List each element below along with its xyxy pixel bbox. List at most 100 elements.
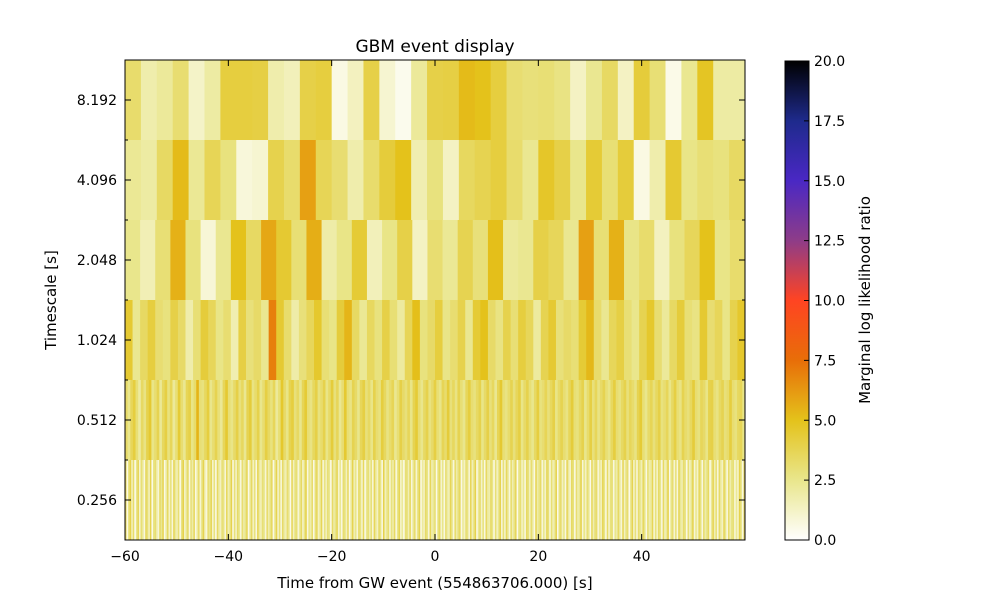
heatmap-cell xyxy=(673,460,676,541)
heatmap-cell xyxy=(518,220,534,301)
heatmap-cell xyxy=(650,460,653,541)
heatmap-cell xyxy=(140,460,143,541)
heatmap-cell xyxy=(655,380,659,461)
heatmap-cell xyxy=(594,380,598,461)
heatmap-cell xyxy=(268,140,285,221)
heatmap-cell xyxy=(208,300,217,381)
heatmap-cell xyxy=(538,60,555,141)
heatmap-cell xyxy=(362,460,365,541)
heatmap-cell xyxy=(414,460,416,541)
heatmap-cell xyxy=(420,380,424,461)
heatmap-cell xyxy=(253,460,256,541)
heatmap-cell xyxy=(518,380,522,461)
heatmap-cell xyxy=(684,380,688,461)
heatmap-cell xyxy=(271,460,274,541)
heatmap-cell xyxy=(306,300,315,381)
heatmap-cell xyxy=(717,460,719,541)
heatmap-cell xyxy=(375,380,379,461)
heatmap-cell xyxy=(244,460,247,541)
heatmap-cell xyxy=(642,460,645,541)
heatmap-cell xyxy=(152,460,155,541)
heatmap-cell xyxy=(522,140,539,221)
heatmap-cell xyxy=(533,300,542,381)
heatmap-cell xyxy=(490,140,507,221)
heatmap-cell xyxy=(151,460,154,541)
heatmap-cell xyxy=(528,380,532,461)
heatmap-cell xyxy=(308,460,311,541)
heatmap-cell xyxy=(299,140,317,221)
heatmap-cell xyxy=(689,460,692,541)
heatmap-cell xyxy=(571,300,580,381)
heatmap-cell xyxy=(618,380,622,461)
heatmap-cell xyxy=(170,220,186,301)
heatmap-cell xyxy=(365,380,369,461)
heatmap-cell xyxy=(706,460,709,541)
heatmap-cell xyxy=(418,460,421,541)
heatmap-cell xyxy=(665,460,668,541)
heatmap-cell xyxy=(224,460,227,541)
heatmap-cell xyxy=(159,460,162,541)
colorbar-tick-label: 5.0 xyxy=(814,413,836,429)
heatmap-cell xyxy=(415,460,418,541)
heatmap-cell xyxy=(260,460,263,541)
heatmap-cell xyxy=(578,380,582,461)
heatmap-cell xyxy=(148,380,152,461)
heatmap-cell xyxy=(143,380,147,461)
heatmap-cell xyxy=(363,60,380,141)
heatmap-cell xyxy=(297,460,300,541)
heatmap-cell xyxy=(529,460,531,541)
heatmap-cell xyxy=(589,460,592,541)
heatmap-cell xyxy=(508,460,511,541)
heatmap-cell xyxy=(382,220,398,301)
heatmap-cell xyxy=(438,460,441,541)
heatmap-cell xyxy=(607,380,611,461)
heatmap-cell xyxy=(729,460,732,541)
heatmap-cell xyxy=(156,140,174,221)
heatmap-cell xyxy=(375,460,378,541)
heatmap-cell xyxy=(309,460,312,541)
heatmap-cell xyxy=(603,460,606,541)
heatmap-cell xyxy=(336,460,339,541)
heatmap-cell xyxy=(487,220,504,301)
heatmap-cell xyxy=(204,380,208,461)
heatmap-cell xyxy=(207,460,210,541)
heatmap-cell xyxy=(423,460,426,541)
heatmap-cell xyxy=(291,380,295,461)
heatmap-cell xyxy=(299,60,317,141)
heatmap-cell xyxy=(542,460,545,541)
heatmap-cell xyxy=(125,140,142,221)
heatmap-cell xyxy=(188,60,205,141)
heatmap-cell xyxy=(588,460,591,541)
heatmap-cell xyxy=(657,460,660,541)
heatmap-cell xyxy=(306,220,322,301)
heatmap-cell xyxy=(140,380,144,461)
heatmap-cell xyxy=(245,220,262,301)
heatmap-cell xyxy=(576,380,580,461)
heatmap-cell xyxy=(348,460,351,541)
heatmap-cell xyxy=(480,300,489,381)
heatmap-cell xyxy=(705,380,709,461)
heatmap-cell xyxy=(338,380,342,461)
heatmap-cell xyxy=(233,460,236,541)
heatmap-cell xyxy=(615,380,619,461)
heatmap-cell xyxy=(554,60,571,141)
heatmap-cell xyxy=(555,300,564,381)
heatmap-cell xyxy=(530,460,533,541)
heatmap-cell xyxy=(584,380,588,461)
heatmap-cell xyxy=(354,380,358,461)
heatmap-cell xyxy=(446,380,450,461)
heatmap-cell xyxy=(647,460,650,541)
heatmap-cell xyxy=(608,220,625,301)
heatmap-cell xyxy=(241,380,245,461)
x-tick-label: 40 xyxy=(633,549,651,565)
heatmap-cell xyxy=(654,460,657,541)
heatmap-cell xyxy=(649,60,666,141)
heatmap-cell xyxy=(170,460,173,541)
heatmap-cell xyxy=(549,460,552,541)
heatmap-cell xyxy=(467,380,472,461)
heatmap-cell xyxy=(166,460,169,541)
heatmap-cell xyxy=(198,460,200,541)
heatmap-cell xyxy=(359,460,362,541)
heatmap-cell xyxy=(395,460,398,541)
heatmap-cell xyxy=(372,460,375,541)
